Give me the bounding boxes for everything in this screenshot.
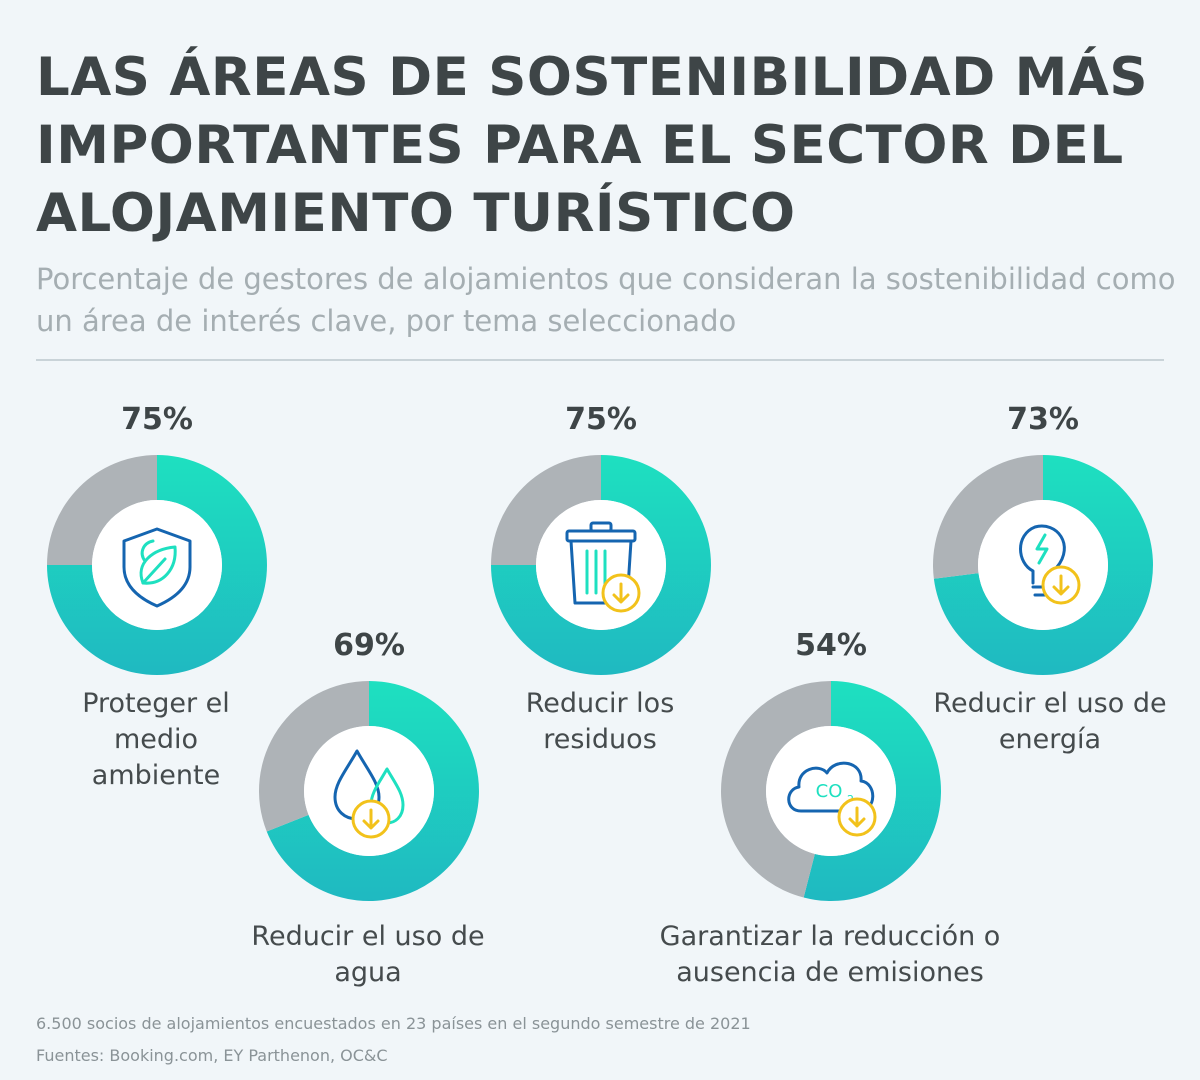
donut-value-segment: [47, 455, 267, 675]
light-bulb-icon: [1019, 524, 1081, 605]
divider: [36, 359, 1164, 361]
donut-remainder-segment: [47, 455, 157, 565]
percentage-label: 75%: [121, 402, 193, 437]
donut-value-segment: [491, 455, 711, 675]
donut-chart: [491, 455, 711, 675]
trash-bin-icon: [565, 521, 641, 613]
percentage-label: 73%: [1007, 402, 1079, 437]
category-label: Proteger el medio ambiente: [82, 688, 230, 791]
sources-note: Fuentes: Booking.com, EY Parthenon, OC&C: [36, 1046, 388, 1065]
category-label: Reducir el uso de energía: [933, 688, 1167, 755]
survey-note: 6.500 socios de alojamientos encuestados…: [36, 1014, 751, 1033]
chart-title: LAS ÁREAS DE SOSTENIBILIDAD MÁS IMPORTAN…: [36, 47, 1149, 244]
chart-subtitle: Porcentaje de gestores de alojamientos q…: [36, 262, 1176, 338]
donut-chart: [932, 455, 1153, 675]
donut-hole: [978, 500, 1108, 630]
donut-chart: [47, 455, 267, 675]
category-label: Reducir los residuos: [525, 688, 675, 755]
donut-hole: [92, 500, 222, 630]
water-drops-icon: [333, 749, 405, 839]
percentage-label: 69%: [333, 628, 405, 663]
category-label: Garantizar la reducción o ausencia de em…: [659, 921, 1001, 988]
svg-text:CO: CO: [816, 781, 843, 802]
donut-remainder-segment: [258, 681, 369, 832]
leaf-shield-icon: [122, 527, 192, 608]
donut-hole: [304, 726, 434, 856]
donut-remainder-segment: [721, 681, 831, 898]
donut-remainder-segment: [932, 455, 1043, 579]
donut-remainder-segment: [491, 455, 601, 565]
category-label: Reducir el uso de agua: [251, 921, 485, 988]
percentage-label: 54%: [795, 628, 867, 663]
donut-hole: [536, 500, 666, 630]
percentage-label: 75%: [565, 402, 637, 437]
donut-chart: CO2: [721, 681, 942, 901]
co2-cloud-icon: CO2: [787, 761, 877, 837]
donut-value-segment: [803, 681, 942, 901]
donut-value-segment: [266, 681, 479, 901]
donut-value-segment: [933, 455, 1153, 675]
donut-chart: [258, 681, 479, 901]
